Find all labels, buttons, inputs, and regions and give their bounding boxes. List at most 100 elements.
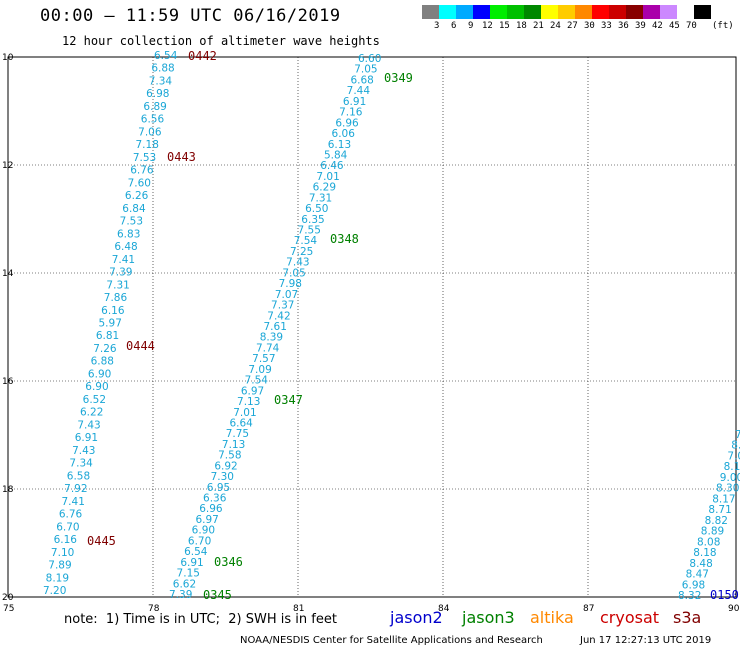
swh-value: 7.41 — [112, 254, 135, 266]
swh-value: 6.89 — [143, 101, 166, 113]
swh-value: 6.97 — [195, 514, 218, 526]
legend-cryosat: cryosat — [600, 608, 660, 627]
colorbar-label: 15 — [499, 21, 510, 31]
swh-value: 7.54 — [245, 375, 269, 387]
colorbar-swatch — [660, 5, 677, 19]
colorbar-swatch — [677, 5, 694, 19]
colorbar-swatch — [694, 5, 711, 19]
swh-value: 6.70 — [188, 535, 211, 547]
swh-value: 7.15 — [177, 568, 200, 580]
legend-jason3: jason3 — [462, 608, 515, 627]
swh-value: 6.16 — [54, 534, 78, 546]
colorbar-swatch — [575, 5, 592, 19]
swh-value: 7.34 — [69, 458, 93, 470]
colorbar-label: 6 — [451, 21, 457, 31]
swh-value: 6.95 — [207, 482, 230, 494]
swh-value: 8.32 — [678, 590, 701, 602]
swh-value: 7.54 — [294, 235, 318, 247]
swh-value: 6.92 — [214, 460, 237, 472]
map-title: 00:00 – 11:59 UTC 06/16/2019 — [40, 6, 341, 26]
credit-line: NOAA/NESDIS Center for Satellite Applica… — [240, 635, 543, 646]
swh-value: 6.52 — [83, 394, 106, 406]
swh-value: 7.31 — [309, 192, 332, 204]
swh-value: 6.76 — [130, 165, 154, 177]
swh-value: 6.91 — [180, 557, 203, 569]
colorbar-label: 21 — [533, 21, 544, 31]
swh-value: 6.54 — [154, 50, 178, 62]
swh-value: 6.56 — [141, 114, 165, 126]
colorbar-swatch — [473, 5, 490, 19]
swh-value: 7.30 — [211, 471, 234, 483]
swh-value: 7.41 — [62, 496, 85, 508]
colorbar-label: 45 — [669, 21, 680, 31]
swh-value: 7.86 — [104, 292, 128, 304]
swh-value: 6.97 — [241, 385, 264, 397]
swh-value: 6.90 — [192, 525, 215, 537]
swh-value: 7.43 — [77, 419, 100, 431]
swh-value: 7.10 — [51, 547, 74, 559]
swh-value: 7.18 — [136, 139, 159, 151]
pass-time-label: 0349 — [384, 71, 413, 85]
swh-value: 7.43 — [286, 257, 309, 269]
swh-value: 6.13 — [328, 139, 351, 151]
swh-value: 7.57 — [252, 353, 275, 365]
colorbar-swatch — [524, 5, 541, 19]
colorbar-unit: (ft) — [712, 21, 734, 31]
swh-value: 6.46 — [320, 160, 344, 172]
swh-value: 6.06 — [332, 128, 356, 140]
pass-time-label: 0150 — [710, 588, 739, 602]
colorbar-label: 27 — [567, 21, 578, 31]
colorbar-label: 36 — [618, 21, 629, 31]
swh-value: 6.84 — [122, 203, 146, 215]
colorbar-label: 9 — [468, 21, 474, 31]
swh-value: 8.71 — [708, 504, 731, 516]
swh-value: 7.53 — [133, 152, 156, 164]
pass-time-label: 0443 — [167, 150, 196, 164]
swh-value: 7.44 — [347, 85, 371, 97]
swh-value: 6.16 — [101, 305, 125, 317]
swh-value: 8.48 — [689, 558, 712, 570]
swh-value: 7.53 — [120, 216, 143, 228]
swh-value: 7.01 — [233, 407, 256, 419]
swh-value: 9.00 — [720, 472, 740, 484]
swh-value: 7.34 — [149, 75, 173, 87]
colorbar-label: 30 — [584, 21, 595, 31]
swh-value: 7.13 — [237, 396, 260, 408]
swh-value: 6.62 — [173, 578, 196, 590]
swh-value: 7.26 — [93, 343, 117, 355]
swh-value: 7.61 — [264, 321, 287, 333]
swh-value: 7.06 — [138, 126, 162, 138]
colorbar-swatch — [541, 5, 558, 19]
swh-value: 7.09 — [248, 364, 271, 376]
swh-value: 6.36 — [203, 493, 227, 505]
colorbar-swatch — [490, 5, 507, 19]
swh-value: 6.88 — [151, 63, 174, 75]
legend-s3a: s3a — [673, 608, 702, 627]
colorbar-label: 24 — [550, 21, 561, 31]
colorbar-swatch — [592, 5, 609, 19]
colorbar-labels: 3 6 9 12 15 18 21 24 27 30 33 36 39 42 45 70 — [422, 21, 740, 33]
swh-value: 7.43 — [72, 445, 95, 457]
swh-value: 7.05 — [354, 64, 377, 76]
swh-value: 8.19 — [46, 572, 69, 584]
swh-value: 6.68 — [350, 74, 373, 86]
swh-colorbar — [422, 5, 711, 19]
x-tick-label: 84 — [438, 604, 450, 614]
swh-value: 7.01 — [316, 171, 339, 183]
colorbar-swatch — [439, 5, 456, 19]
swh-value: 6.91 — [343, 96, 366, 108]
x-tick-label: 75 — [3, 604, 14, 614]
swh-value: 8.39 — [260, 332, 283, 344]
colorbar-label: 3 — [434, 21, 440, 31]
colorbar-swatch — [609, 5, 626, 19]
swh-value: 7.31 — [106, 279, 129, 291]
swh-value: 8.82 — [705, 515, 728, 527]
swh-value: 7.13 — [222, 439, 245, 451]
swh-value: 7.07 — [275, 289, 298, 301]
swh-value: 7.42 — [267, 310, 290, 322]
y-tick-label: 12 — [2, 161, 13, 171]
y-tick-label: 14 — [2, 269, 14, 279]
swh-value: 7.39 — [109, 267, 132, 279]
generated-timestamp: Jun 17 12:27:13 UTC 2019 — [580, 635, 712, 646]
